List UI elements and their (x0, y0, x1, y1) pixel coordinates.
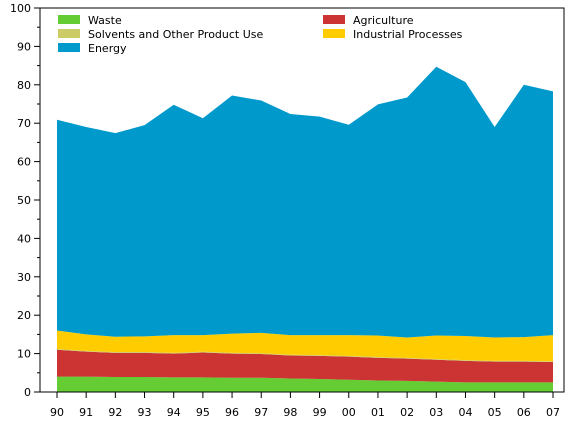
x-axis: 90 91 92 93 94 95 96 97 98 99 00 01 02 03 04 05 06 07 (50, 392, 560, 419)
x-tick-label: 03 (429, 406, 443, 419)
x-tick-label: 94 (167, 406, 181, 419)
y-tick-label: 50 (17, 194, 31, 207)
y-tick-label: 90 (17, 40, 31, 53)
x-tick-label: 01 (371, 406, 385, 419)
legend-label-waste: Waste (88, 14, 122, 27)
x-tick-label: 92 (108, 406, 122, 419)
y-tick-label: 40 (17, 232, 31, 245)
x-tick-label: 04 (458, 406, 472, 419)
area-waste (57, 376, 553, 392)
y-tick-label: 70 (17, 117, 31, 130)
y-tick-label: 20 (17, 309, 31, 322)
legend-label-solvents-and-other-product-use: Solvents and Other Product Use (88, 28, 264, 41)
x-tick-label: 96 (225, 406, 239, 419)
x-tick-label: 90 (50, 406, 64, 419)
legend-swatch-energy (58, 43, 80, 52)
x-tick-label: 07 (546, 406, 560, 419)
legend-label-industrial-processes: Industrial Processes (353, 28, 463, 41)
y-tick-label: 10 (17, 348, 31, 361)
legend-swatch-agriculture (323, 15, 345, 24)
legend-swatch-waste (58, 15, 80, 24)
x-tick-label: 99 (313, 406, 327, 419)
x-tick-label: 98 (283, 406, 297, 419)
y-tick-label: 0 (24, 386, 31, 399)
x-tick-label: 97 (254, 406, 268, 419)
area-industrial-processes (57, 330, 553, 362)
legend-swatch-solvents-and-other-product-use (58, 29, 80, 38)
y-tick-label: 80 (17, 79, 31, 92)
x-tick-label: 06 (517, 406, 531, 419)
x-tick-label: 93 (138, 406, 152, 419)
y-axis: 0 10 20 30 40 50 60 70 80 90 100 (10, 2, 40, 399)
x-tick-label: 95 (196, 406, 210, 419)
x-tick-label: 05 (488, 406, 502, 419)
x-tick-label: 91 (79, 406, 93, 419)
y-tick-label: 30 (17, 271, 31, 284)
area-agriculture (57, 349, 553, 383)
y-tick-label: 60 (17, 156, 31, 169)
area-solvents-and-other-product-use (57, 348, 553, 363)
area-series-group (57, 66, 553, 392)
legend-swatch-industrial-processes (323, 29, 345, 38)
legend-label-energy: Energy (88, 42, 127, 55)
legend-label-agriculture: Agriculture (353, 14, 414, 27)
x-tick-label: 00 (342, 406, 356, 419)
area-energy (57, 66, 553, 338)
y-tick-label: 100 (10, 2, 31, 15)
x-tick-label: 02 (400, 406, 414, 419)
